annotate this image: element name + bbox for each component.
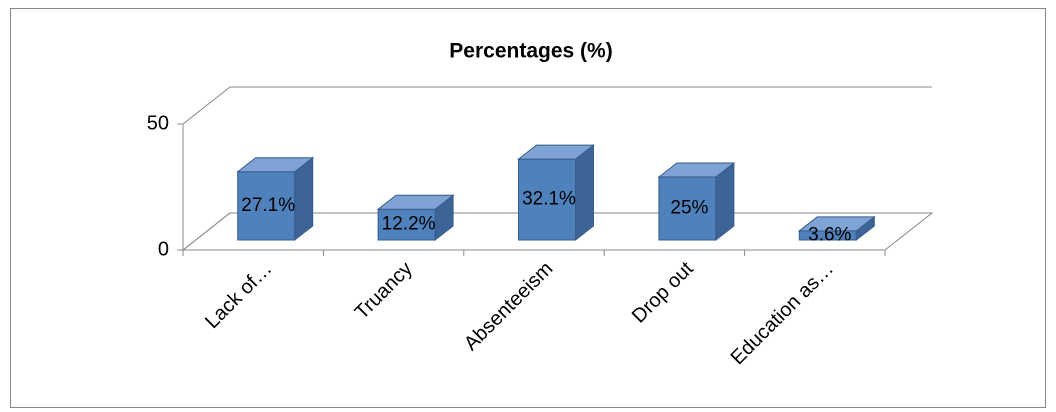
value-label: 12.2% xyxy=(382,214,436,235)
y-tick-label: 0 xyxy=(158,238,169,260)
value-label: 3.6% xyxy=(808,224,851,245)
bar-face xyxy=(236,157,315,173)
grid-line xyxy=(182,86,932,125)
chart-title: Percentages (%) xyxy=(449,40,612,63)
bar-face xyxy=(797,216,876,232)
bar-face xyxy=(575,144,594,242)
bar-face xyxy=(657,162,736,178)
bar xyxy=(517,144,595,242)
bar xyxy=(236,156,315,242)
value-label: 27.1% xyxy=(241,195,295,216)
value-label: 25% xyxy=(670,198,708,219)
bar xyxy=(797,215,876,242)
bar xyxy=(657,161,736,242)
y-tick-label: 50 xyxy=(147,112,169,134)
bar-face xyxy=(517,144,595,160)
bar xyxy=(376,194,455,242)
bar-face xyxy=(376,194,455,210)
value-label: 32.1% xyxy=(522,189,576,210)
